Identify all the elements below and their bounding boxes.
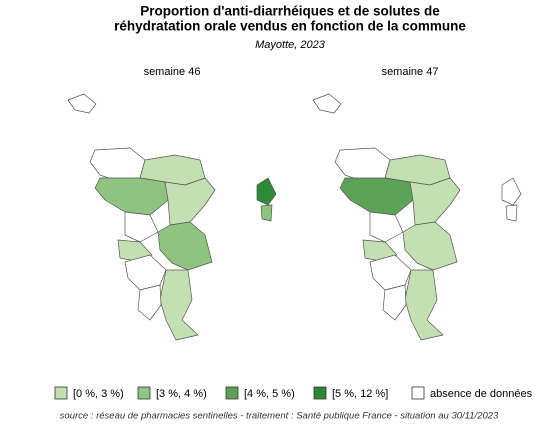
commune [157,221,213,271]
subtitle: Mayotte, 2023 [255,39,326,51]
commune [339,177,414,216]
legend: [0 %, 3 %) [3 %, 4 %) [4 %, 5 %) [5 %, 12 %… [54,386,533,400]
map [312,93,522,341]
commune [124,211,159,243]
legend-swatch [225,386,239,400]
commune [67,93,97,114]
commune [404,269,444,341]
panel-title: semaine 47 [382,66,439,78]
commune [89,147,146,183]
legend-swatch [54,386,68,400]
title-line: Proportion d'anti-diarrhéiques et de sol… [140,4,440,19]
commune [312,93,342,114]
source: source : réseau de pharmacies sentinelle… [60,411,499,422]
commune [409,177,461,226]
map [67,93,277,341]
legend-label: [4 %, 5 %) [244,388,295,400]
commune [382,284,407,321]
legend-swatch [137,386,151,400]
commune [501,177,522,206]
legend-swatch [313,386,327,400]
commune [260,204,273,222]
commune [137,284,162,321]
legend-label: [5 %, 12 %] [332,388,388,400]
commune [256,177,277,206]
commune [402,221,458,271]
commune [505,204,518,222]
commune [159,269,199,341]
legend-label: [0 %, 3 %) [73,388,124,400]
legend-label: [3 %, 4 %) [156,388,207,400]
title-line: réhydratation orale vendus en fonction d… [114,19,466,34]
commune [369,211,404,243]
legend-label: absence de données [430,388,533,400]
commune [164,177,216,226]
commune [94,177,169,216]
legend-swatch [411,386,425,400]
commune [334,147,391,183]
panel-title: semaine 46 [144,66,201,78]
